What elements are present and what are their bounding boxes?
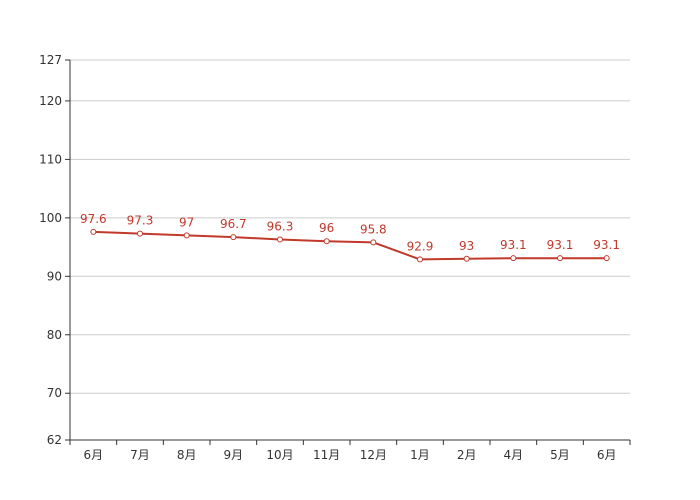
data-label: 95.8 (360, 222, 387, 236)
series-line-group (93, 230, 607, 261)
data-points (90, 228, 610, 263)
data-labels: 97.6 97.3 97 96.7 96.3 96 95.8 92.9 93 93.1 93.1 93… (80, 212, 620, 253)
x-tick-label: 4月 (504, 448, 524, 462)
y-tick-label: 127 (39, 53, 62, 67)
data-label: 97 (179, 215, 194, 229)
y-tick-label: 110 (39, 152, 62, 166)
data-label: 96 (319, 221, 334, 235)
x-tick-label: 11月 (313, 448, 340, 462)
y-tick-label: 70 (47, 386, 62, 400)
data-point (417, 256, 423, 263)
data-point (603, 255, 610, 262)
data-label: 93.1 (547, 238, 574, 252)
x-tick-label: 8月 (177, 448, 197, 462)
data-point (230, 234, 237, 241)
data-label: 93.1 (500, 238, 527, 252)
data-point (557, 255, 563, 262)
data-label: 96.3 (267, 219, 294, 233)
y-tick-label: 90 (47, 269, 62, 283)
y-tick-label: 80 (47, 328, 62, 342)
data-point (137, 230, 143, 237)
x-tick-label: 12月 (360, 448, 387, 462)
data-label: 92.9 (407, 239, 434, 253)
data-label: 93 (459, 239, 474, 253)
data-point (323, 238, 330, 245)
x-tick-label: 6月 (84, 448, 104, 462)
data-point (277, 236, 283, 243)
x-axis-ticks: 6月 7月 8月 9月 10月 11月 12月 1月 2月 4月 5月 6月 (69, 440, 631, 462)
x-tick-label: 7月 (130, 448, 150, 462)
series-line (93, 230, 607, 261)
data-label: 97.3 (127, 214, 154, 228)
y-tick-label: 120 (39, 94, 62, 108)
data-label: 93.1 (593, 238, 620, 252)
x-tick-label: 1月 (410, 448, 430, 462)
data-point (463, 255, 470, 262)
y-tick-label: 100 (39, 211, 62, 225)
y-tick-label: 62 (47, 433, 62, 447)
data-point (90, 228, 97, 235)
y-axis-ticks: 62 70 80 90 100 110 120 127 (39, 53, 70, 447)
x-tick-label: 10月 (266, 448, 293, 462)
x-tick-label: 5月 (550, 448, 570, 462)
data-point (510, 255, 517, 262)
data-point (370, 239, 377, 246)
x-tick-label: 2月 (457, 448, 477, 462)
data-label: 96.7 (220, 217, 247, 231)
data-label: 97.6 (80, 212, 107, 226)
x-tick-label: 6月 (597, 448, 617, 462)
grid-lines (70, 59, 630, 394)
data-point (183, 232, 190, 239)
x-tick-label: 9月 (224, 448, 244, 462)
